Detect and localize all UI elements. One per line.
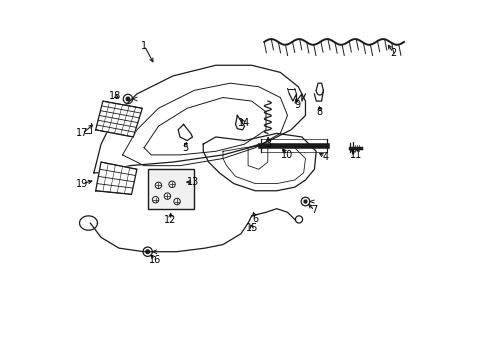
Text: 13: 13 xyxy=(187,177,199,187)
Text: 2: 2 xyxy=(389,48,396,58)
Text: 1: 1 xyxy=(141,41,147,50)
Text: 5: 5 xyxy=(182,143,188,153)
Polygon shape xyxy=(96,162,137,194)
Text: 3: 3 xyxy=(265,139,271,149)
Polygon shape xyxy=(96,101,142,137)
Text: 17: 17 xyxy=(76,129,88,138)
Text: 8: 8 xyxy=(316,107,322,117)
Text: 7: 7 xyxy=(311,206,317,216)
Text: 19: 19 xyxy=(76,179,88,189)
Text: 6: 6 xyxy=(252,215,258,224)
Text: 15: 15 xyxy=(245,224,257,233)
Text: 11: 11 xyxy=(349,150,361,160)
Text: 10: 10 xyxy=(281,150,293,160)
Circle shape xyxy=(126,97,129,101)
Text: 12: 12 xyxy=(164,215,177,225)
Text: 4: 4 xyxy=(322,152,327,162)
Text: 14: 14 xyxy=(237,118,249,128)
Circle shape xyxy=(304,200,306,203)
Text: 18: 18 xyxy=(108,91,121,101)
Text: 9: 9 xyxy=(294,100,300,110)
Circle shape xyxy=(145,250,149,253)
Text: 16: 16 xyxy=(148,255,161,265)
Bar xyxy=(147,169,194,209)
